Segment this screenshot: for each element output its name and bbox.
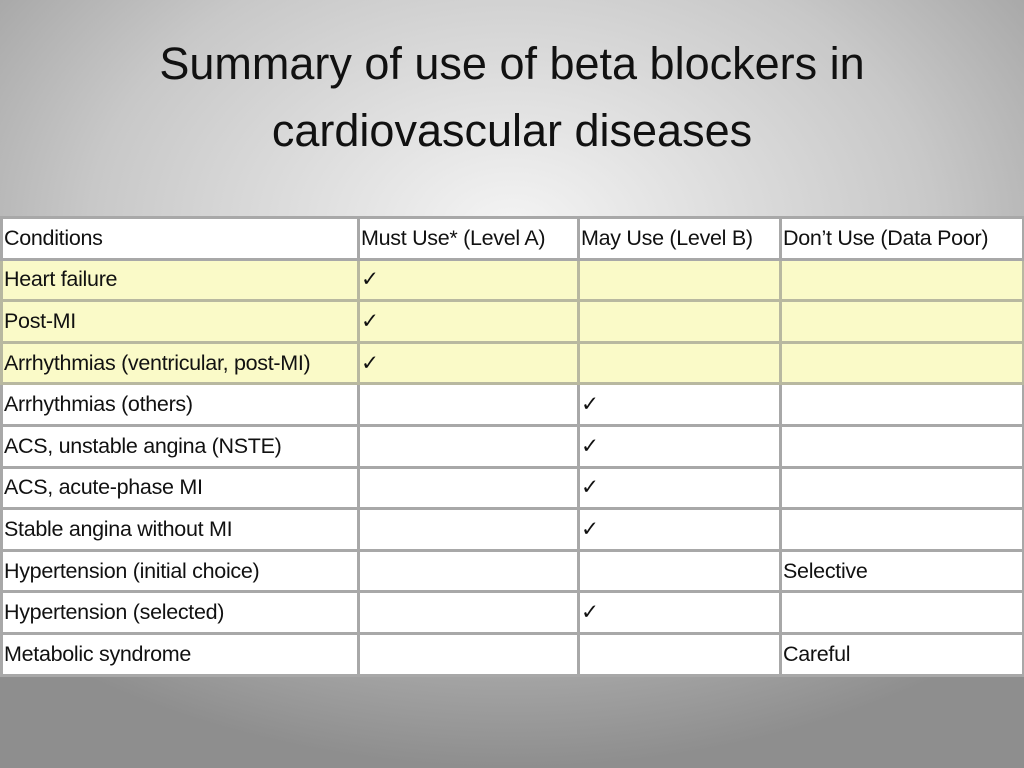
cell: ✓ [577,507,782,552]
cell: ✓ [577,465,782,511]
cell [779,299,1024,344]
cell [577,340,782,386]
table-row: ACS, acute-phase MI ✓ [0,465,1024,511]
condition-cell: Hypertension (initial choice) [0,548,360,594]
table-row: Metabolic syndrome Careful [0,631,1024,677]
header-row: Conditions Must Use* (Level A) May Use (Le… [0,216,1024,261]
cell: ✓ [577,423,782,469]
cell [357,423,580,469]
cell [779,382,1024,427]
cell [357,465,580,511]
cell: ✓ [577,382,782,427]
condition-cell: ACS, unstable angina (NSTE) [0,423,360,469]
cell: ✓ [357,340,580,386]
cell: Selective [779,548,1024,594]
cell: ✓ [357,257,580,303]
table-row: Stable angina without MI ✓ [0,507,1024,552]
header-cell: Don’t Use (Data Poor) [779,216,1024,261]
table-body: Conditions Must Use* (Level A) May Use (Le… [0,216,1024,677]
cell [779,340,1024,386]
header-cell: May Use (Level B) [577,216,782,261]
condition-cell: Stable angina without MI [0,507,360,552]
condition-cell: Arrhythmias (others) [0,382,360,427]
cell [577,257,782,303]
condition-cell: Hypertension (selected) [0,590,360,635]
table-row: Arrhythmias (ventricular, post-MI) ✓ [0,340,1024,386]
cell: ✓ [577,590,782,635]
cell [357,631,580,677]
table-row: Hypertension (initial choice) Selective [0,548,1024,594]
condition-cell: Post-MI [0,299,360,344]
cell [577,548,782,594]
header-cell: Conditions [0,216,360,261]
cell [357,507,580,552]
cell [577,631,782,677]
cell [779,507,1024,552]
cell [779,465,1024,511]
cell [357,382,580,427]
header-cell: Must Use* (Level A) [357,216,580,261]
cell: Careful [779,631,1024,677]
condition-cell: Heart failure [0,257,360,303]
table-row: Hypertension (selected) ✓ [0,590,1024,635]
condition-cell: Metabolic syndrome [0,631,360,677]
cell [357,590,580,635]
slide-title: Summary of use of beta blockers in cardi… [159,38,865,156]
cell [779,423,1024,469]
condition-cell: Arrhythmias (ventricular, post-MI) [0,340,360,386]
table-row: Heart failure ✓ [0,257,1024,303]
condition-cell: ACS, acute-phase MI [0,465,360,511]
cell [779,590,1024,635]
table-row: Arrhythmias (others) ✓ [0,382,1024,427]
table-row: ACS, unstable angina (NSTE) ✓ [0,423,1024,469]
cell [357,548,580,594]
cell: ✓ [357,299,580,344]
table-row: Post-MI ✓ [0,299,1024,344]
cell [779,257,1024,303]
cell [577,299,782,344]
table: Conditions Must Use* (Level A) May Use (Le… [0,216,1024,677]
